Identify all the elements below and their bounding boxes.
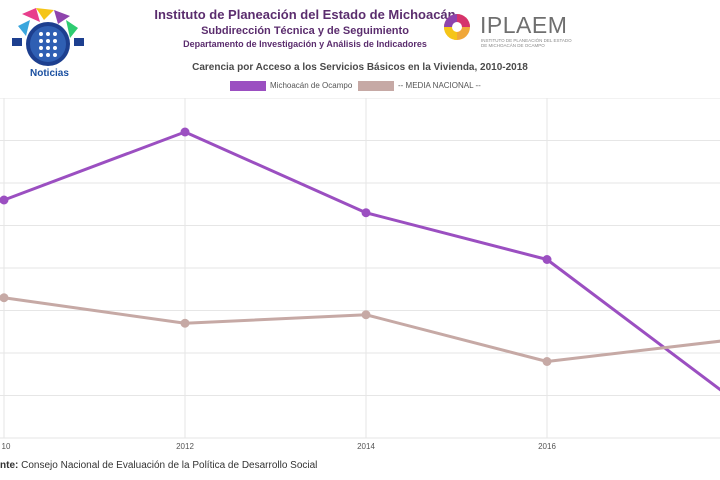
source-label: nte:: [0, 460, 19, 471]
chart-series: [0, 127, 720, 392]
source-note: nte: Consejo Nacional de Evaluación de l…: [0, 460, 317, 471]
department-name: Departamento de Investigación y Análisis…: [183, 39, 427, 49]
data-point-0-2014[interactable]: [361, 208, 371, 218]
legend-swatch-michoacan: [230, 81, 266, 91]
legend-label-media-nacional: -- MEDIA NACIONAL --: [398, 81, 481, 90]
subdirection-name: Subdirección Técnica y de Seguimiento: [201, 25, 409, 37]
chart-grid: [0, 98, 720, 439]
data-point-1-2014[interactable]: [361, 310, 371, 320]
chart-legend: Michoacán de Ocampo -- MEDIA NACIONAL --: [230, 80, 530, 92]
x-axis-ticks: 10 2012 2014 2016: [2, 442, 557, 451]
series-line-0: [3, 130, 720, 392]
header: Noticias Instituto de Planeación del Est…: [0, 0, 720, 79]
data-point-0-2016[interactable]: [542, 255, 552, 264]
x-tick-label: 2012: [176, 442, 194, 451]
source-text: Consejo Nacional de Evaluación de la Pol…: [21, 460, 318, 471]
chart-title: Carencia por Acceso a los Servicios Bási…: [192, 62, 528, 73]
news-logo-caption: Noticias: [30, 68, 69, 79]
legend-label-michoacan: Michoacán de Ocampo: [270, 81, 353, 90]
data-point-1-2016[interactable]: [542, 357, 552, 366]
data-point-0-2012[interactable]: [180, 127, 190, 137]
iplaem-logo: IPLAEM INSTITUTO DE PLANEACIÓN DEL ESTAD…: [440, 10, 572, 48]
x-tick-label: 2014: [357, 442, 375, 451]
iplaem-logo-icon: [444, 14, 470, 40]
news-logo-icon: [12, 8, 84, 66]
news-logo[interactable]: [8, 4, 88, 80]
iplaem-logo-name: IPLAEM: [480, 12, 568, 38]
legend-swatch-media-nacional: [358, 81, 394, 91]
data-point-1-2010[interactable]: [0, 293, 9, 303]
iplaem-logo-subtitle: INSTITUTO DE PLANEACIÓN DEL ESTADO DE MI…: [481, 38, 572, 48]
x-tick-label: 2016: [538, 442, 556, 451]
institution-name: Instituto de Planeación del Estado de Mi…: [154, 7, 456, 22]
line-chart: 10 2012 2014 2016: [0, 98, 720, 451]
data-point-1-2012[interactable]: [180, 318, 190, 328]
data-point-0-2010[interactable]: [0, 195, 9, 205]
x-tick-label: 10: [2, 442, 11, 451]
